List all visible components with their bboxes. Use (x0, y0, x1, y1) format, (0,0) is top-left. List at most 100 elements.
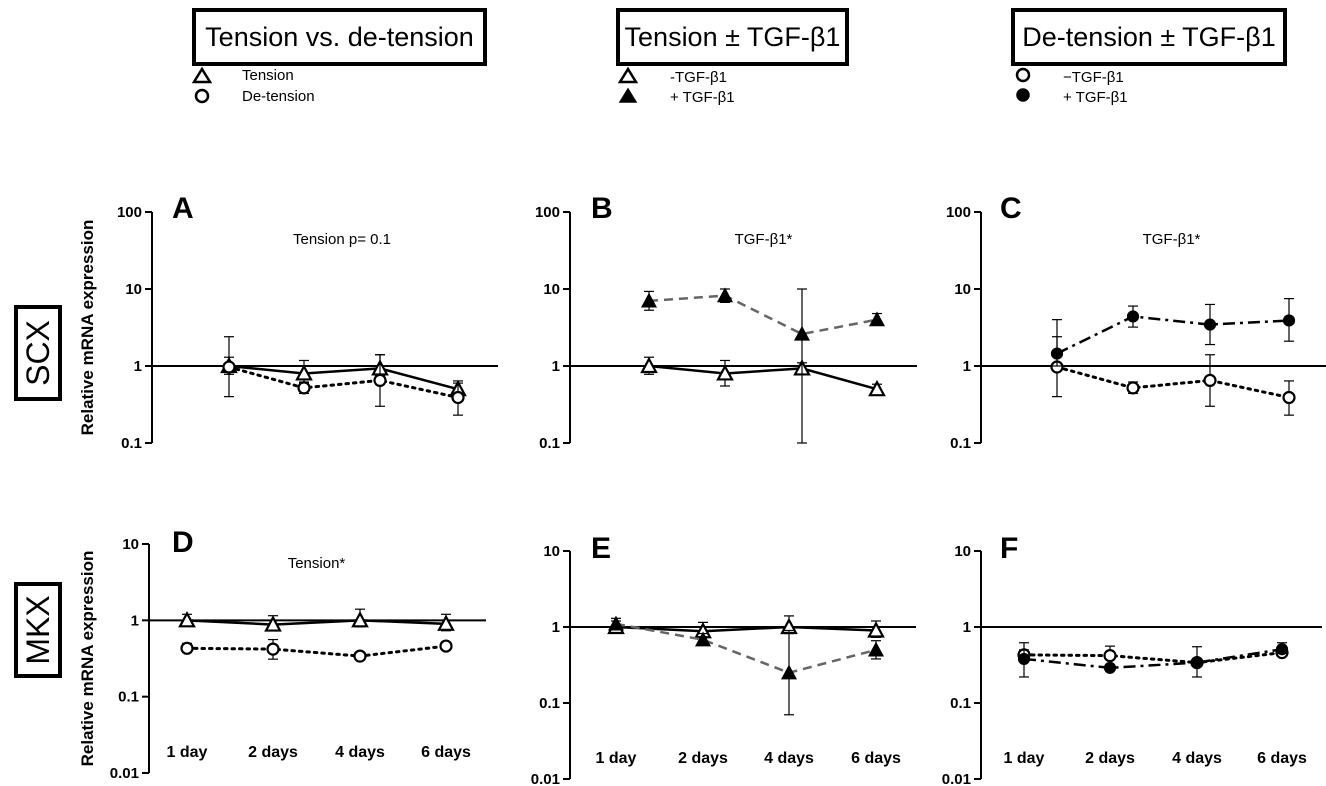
marker-circle-open (353, 649, 367, 663)
marker-triangle-open (640, 356, 658, 374)
series-line (1023, 647, 1283, 670)
legend-col1-item-2: De-tension (242, 88, 315, 105)
header-box-detension-tgf (1011, 8, 1287, 66)
y-tick-label: 1 (552, 358, 560, 375)
y-tick-label: 10 (543, 543, 560, 560)
y-tick-label: 10 (125, 281, 142, 298)
series-1 (607, 615, 885, 716)
marker-circle-open (1103, 649, 1117, 663)
series-0 (178, 608, 455, 632)
y-tick-label: 100 (117, 204, 142, 221)
legend-col2-item-2: + TGF-β1 (670, 89, 735, 106)
y-tick-label: 0.1 (950, 435, 971, 452)
legend-triangle-open-icon (191, 66, 213, 84)
marker-circle-filled (1017, 652, 1031, 666)
legend-circle-open-icon (1015, 67, 1031, 83)
x-tick-label: 4 days (335, 744, 385, 761)
y-tick-label: 1 (963, 358, 971, 375)
legend-col3: −TGF-β1 + TGF-β1 (1015, 67, 1128, 106)
legend-col3-item-1: −TGF-β1 (1063, 69, 1124, 86)
series-line (185, 644, 448, 658)
y-tick-label: 0.1 (950, 695, 971, 712)
series-line (1022, 651, 1284, 665)
x-tick-label: 1 day (596, 750, 637, 767)
marker-circle-open (180, 641, 194, 655)
series-line (186, 619, 447, 626)
marker-triangle-open (295, 364, 313, 381)
marker-triangle-filled (694, 631, 712, 647)
y-tick-label: 0.1 (539, 695, 560, 712)
y-tick-label: 0.1 (121, 435, 142, 452)
marker-triangle-filled (716, 287, 734, 303)
marker-circle-filled (1203, 318, 1217, 331)
y-tick-label: 0.1 (539, 435, 560, 452)
y-tick-label: 10 (954, 281, 971, 298)
y-tick-label: 0.1 (118, 689, 139, 706)
marker-circle-filled (1050, 347, 1064, 360)
series-line (227, 365, 460, 399)
x-tick-label: 6 days (421, 744, 471, 761)
legend-col1: Tension De-tension (191, 66, 315, 105)
chart-panel-d: 0.01 0.1 1 10 D Tension* Relative mRNA express… (78, 526, 486, 782)
marker-triangle-open (867, 621, 885, 638)
series-1 (222, 336, 465, 416)
panel-annotation: TGF-β1* (1143, 231, 1201, 248)
chart-panel-c: 0.1 1 10 100 C TGF-β1* (946, 192, 1326, 452)
panel-annotation: TGF-β1* (735, 231, 793, 248)
x-tick-label: 2 days (248, 744, 298, 761)
chart-panel-e: 0.01 0.1 1 10 E 1 day 2 days 4 days 6 days (531, 532, 916, 786)
marker-triangle-open (178, 611, 196, 628)
header-box-tension-vs-detension (192, 8, 487, 66)
header-box-tension-tgf (616, 8, 849, 66)
marker-triangle-open (264, 615, 282, 632)
legend-col3-item-2: + TGF-β1 (1063, 89, 1128, 106)
marker-triangle-open (868, 379, 886, 397)
panel-letter: F (1000, 532, 1018, 565)
row-label-text: SCX (20, 320, 56, 386)
marker-triangle-filled (867, 641, 885, 657)
x-tick-label: 4 days (1172, 750, 1222, 767)
y-tick-label: 10 (543, 281, 560, 298)
series-1 (180, 638, 453, 663)
y-tick-label: 10 (122, 536, 139, 553)
marker-circle-filled (1103, 661, 1117, 674)
chart-panel-b: 0.1 1 10 100 B TGF-β1* (535, 192, 917, 452)
series-line (228, 364, 459, 391)
x-tick-label: 6 days (1257, 750, 1307, 767)
series-0 (640, 356, 886, 397)
header-tension-tgf: Tension ± TGF-β1 (625, 22, 841, 52)
panel-letter: A (172, 192, 194, 225)
marker-circle-open (451, 390, 465, 405)
legend-triangle-filled-icon (618, 87, 638, 103)
x-tick-label: 2 days (678, 750, 728, 767)
row-label-scx: SCX (14, 305, 62, 401)
marker-triangle-filled (868, 311, 886, 327)
panels: 0.1 1 10 100 A Tension p= 0.1 Relative mRNA ex… (78, 192, 1326, 786)
marker-triangle-open (351, 611, 369, 628)
row-label-box (14, 305, 62, 401)
marker-circle-filled (1190, 656, 1204, 669)
header-detension-tgf: De-tension ± TGF-β1 (1022, 22, 1275, 52)
marker-circle-open (297, 381, 311, 395)
panel-annotation: Tension p= 0.1 (293, 231, 391, 248)
marker-triangle-filled (640, 292, 658, 308)
series-line (615, 625, 877, 633)
y-tick-label: 0.01 (942, 771, 971, 786)
chart-panel-a: 0.1 1 10 100 A Tension p= 0.1 Relative mRNA ex… (78, 192, 498, 452)
legend-triangle-open-icon (617, 66, 639, 84)
marker-triangle-filled (780, 664, 798, 680)
marker-circle-open (1282, 390, 1296, 405)
series-line (1055, 365, 1291, 399)
x-tick-label: 4 days (764, 750, 814, 767)
marker-circle-open (222, 360, 236, 374)
panel-annotation: Tension* (288, 555, 346, 572)
series-1 (1050, 298, 1296, 367)
y-tick-label: 1 (552, 619, 560, 636)
x-tick-label: 2 days (1085, 750, 1135, 767)
marker-circle-open (1203, 373, 1217, 388)
x-tick-label: 1 day (167, 744, 208, 761)
marker-circle-open (439, 639, 453, 653)
marker-circle-open (373, 373, 387, 388)
marker-circle-filled (1282, 314, 1296, 327)
